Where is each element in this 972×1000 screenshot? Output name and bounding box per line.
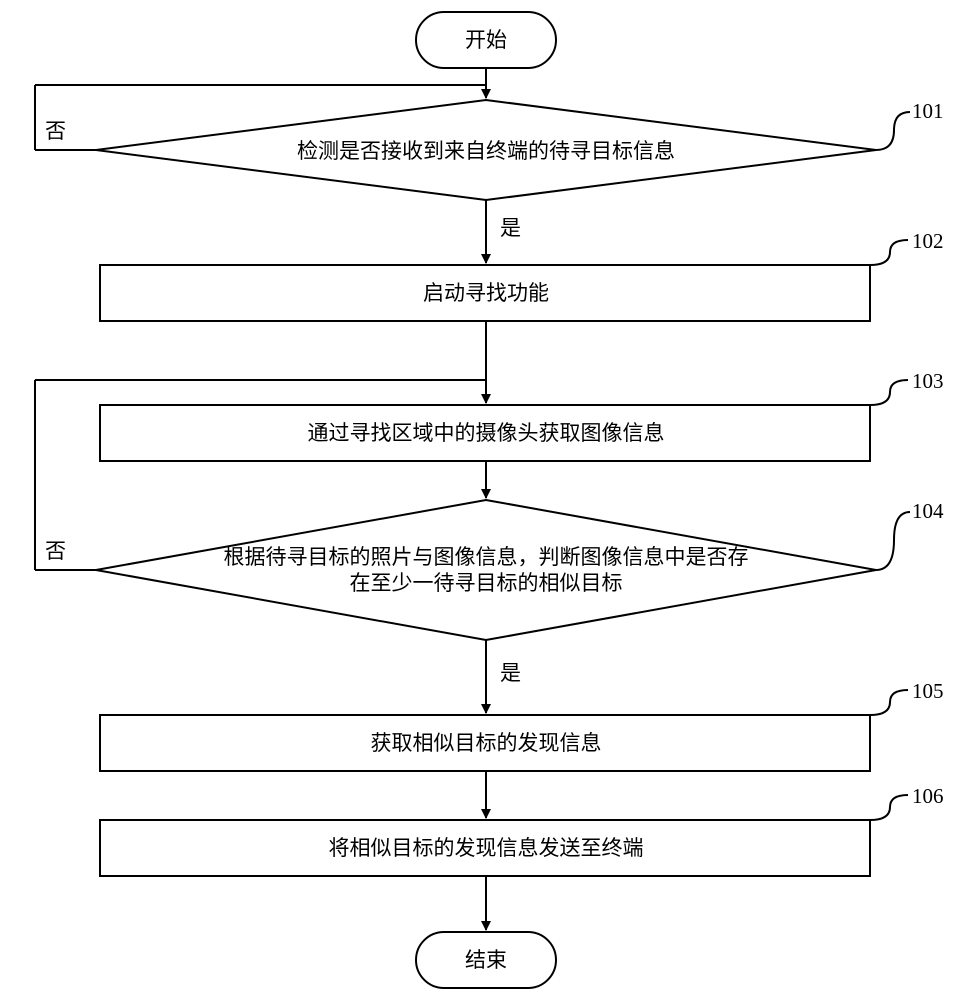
- callout-104: 104: [876, 499, 944, 570]
- callout-103: 103: [870, 369, 944, 405]
- callout-101: 101: [876, 99, 944, 150]
- callout-105-num: 105: [912, 679, 944, 703]
- terminal-end: 结束: [416, 932, 556, 988]
- process-105-text: 获取相似目标的发现信息: [371, 731, 602, 755]
- decision-104-text-l1: 根据待寻目标的照片与图像信息，判断图像信息中是否存: [224, 545, 749, 569]
- process-102-text: 启动寻找功能: [423, 281, 549, 305]
- decision-101-text: 检测是否接收到来自终端的待寻目标信息: [297, 139, 675, 163]
- process-102: 启动寻找功能: [100, 265, 870, 321]
- flowchart-canvas: 开始 否 检测是否接收到来自终端的待寻目标信息 101 是 启动寻找功能 102…: [0, 0, 972, 1000]
- process-103-text: 通过寻找区域中的摄像头获取图像信息: [308, 421, 665, 445]
- callout-105: 105: [870, 679, 944, 715]
- edge-104-yes-label: 是: [500, 661, 521, 685]
- edge-101-yes-label: 是: [500, 216, 521, 240]
- process-105: 获取相似目标的发现信息: [100, 715, 870, 771]
- terminal-start: 开始: [416, 12, 556, 68]
- process-106: 将相似目标的发现信息发送至终端: [100, 820, 870, 876]
- decision-104-text-l2: 在至少一待寻目标的相似目标: [350, 571, 623, 595]
- process-103: 通过寻找区域中的摄像头获取图像信息: [100, 405, 870, 461]
- callout-102-num: 102: [912, 229, 944, 253]
- callout-101-num: 101: [912, 99, 944, 123]
- callout-104-num: 104: [912, 499, 944, 523]
- decision-104: 根据待寻目标的照片与图像信息，判断图像信息中是否存 在至少一待寻目标的相似目标: [96, 500, 876, 640]
- terminal-end-label: 结束: [465, 948, 507, 972]
- callout-103-num: 103: [912, 369, 944, 393]
- callout-106-num: 106: [912, 784, 944, 808]
- callout-102: 102: [870, 229, 944, 265]
- process-106-text: 将相似目标的发现信息发送至终端: [329, 836, 644, 860]
- decision-101: 检测是否接收到来自终端的待寻目标信息: [96, 100, 876, 200]
- terminal-start-label: 开始: [465, 28, 507, 52]
- edge-104-no-label: 否: [45, 539, 66, 563]
- edge-101-no-label: 否: [45, 119, 66, 143]
- callout-106: 106: [870, 784, 944, 820]
